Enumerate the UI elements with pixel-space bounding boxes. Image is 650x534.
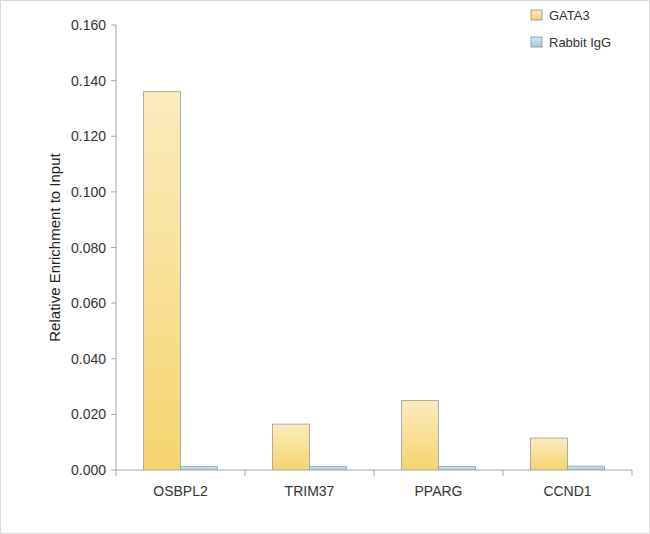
chart-container: 0.000 0.020 0.040 0.060 0.080 0.100 0.120 0.140…	[0, 0, 650, 534]
bar	[402, 400, 439, 470]
y-tick-label: 0.080	[71, 240, 106, 256]
y-tick	[111, 136, 116, 137]
y-tick-label: 0.160	[71, 17, 106, 33]
y-axis-title: Relative Enrichment to Input	[46, 152, 63, 341]
x-tick-label: OSBPL2	[153, 483, 208, 499]
y-tick	[111, 414, 116, 415]
x-tick	[374, 470, 375, 476]
y-tick-label: 0.060	[71, 295, 106, 311]
bar	[310, 467, 347, 470]
y-tick	[111, 247, 116, 248]
x-tick	[245, 470, 246, 476]
bar	[531, 438, 568, 470]
y-tick-label: 0.140	[71, 73, 106, 89]
legend-swatch	[531, 10, 542, 20]
y-tick	[111, 191, 116, 192]
y-tick-label: 0.040	[71, 351, 106, 367]
x-tick-label: CCND1	[543, 483, 591, 499]
x-tick	[503, 470, 504, 476]
bar	[439, 466, 476, 470]
frame	[1, 1, 650, 534]
legend-label: GATA3	[549, 8, 590, 23]
y-tick	[111, 25, 116, 26]
legend: GATA3 Rabbit IgG	[531, 8, 611, 50]
y-tick	[111, 358, 116, 359]
x-tick	[116, 470, 117, 476]
y-tick-label: 0.100	[71, 184, 106, 200]
x-tick-label: TRIM37	[285, 483, 335, 499]
legend-swatch	[531, 37, 542, 47]
y-tick-label: 0.000	[71, 462, 106, 478]
chart: 0.000 0.020 0.040 0.060 0.080 0.100 0.120 0.140…	[0, 0, 650, 534]
bar	[181, 467, 218, 470]
y-tick	[111, 470, 116, 471]
bar	[273, 424, 310, 470]
legend-label: Rabbit IgG	[549, 35, 611, 50]
bar	[144, 92, 181, 470]
y-tick-label: 0.020	[71, 406, 106, 422]
x-tick-label: PPARG	[415, 483, 463, 499]
bars	[144, 92, 605, 470]
bar	[568, 466, 605, 470]
y-tick	[111, 80, 116, 81]
x-tick	[632, 470, 633, 476]
y-tick	[111, 303, 116, 304]
y-tick-label: 0.120	[71, 128, 106, 144]
